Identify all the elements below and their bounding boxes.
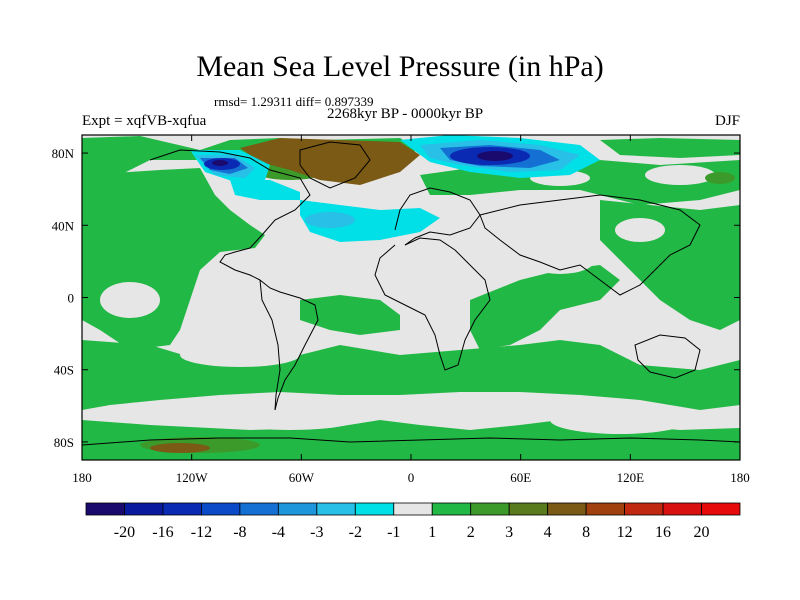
coastlines <box>82 141 740 446</box>
pressure-field <box>82 135 740 460</box>
season-label: DJF <box>714 113 740 129</box>
colorbar-swatch <box>354 502 395 516</box>
colorbar-swatch <box>277 502 318 516</box>
colorbar-swatch <box>239 502 279 516</box>
lat-tick-label: 80S <box>54 435 74 450</box>
lon-tick-label: 120W <box>176 470 209 485</box>
lon-tick-label: 180 <box>730 470 750 485</box>
colorbar-label: 1 <box>428 524 436 541</box>
colorbar-label: -4 <box>272 524 285 541</box>
colorbar-swatch <box>585 502 625 516</box>
colorbar-swatch <box>124 502 164 516</box>
lon-tick-label: 180 <box>72 470 92 485</box>
colorbar-swatch <box>508 502 549 516</box>
colorbar-label: -20 <box>114 524 135 541</box>
colorbar-swatch <box>201 502 241 516</box>
colorbar-label: 2 <box>467 524 475 541</box>
lon-tick-label: 120E <box>617 470 645 485</box>
colorbar-swatch <box>431 502 472 516</box>
lat-tick-label: 40S <box>54 363 74 378</box>
period-text: 2268kyr BP - 0000kyr BP <box>326 106 484 122</box>
lon-tick-label: 60E <box>510 470 531 485</box>
colorbar-swatch <box>470 502 510 516</box>
colorbar-swatch <box>85 502 125 516</box>
neutral-patches <box>100 165 715 434</box>
colorbar-swatch <box>624 502 664 516</box>
map-axes: 180 120W 60W 0 60E 120E 180 80N 40N 0 40S 80S <box>52 135 750 485</box>
colorbar-swatch <box>393 502 433 516</box>
colorbar-label: 4 <box>544 524 552 541</box>
colorbar-label: -1 <box>387 524 400 541</box>
colorbar-label: -3 <box>310 524 323 541</box>
colorbar-swatch <box>701 502 741 516</box>
colorbar: -20 -16 -12 -8 -4 -3 -2 -1 1 2 3 4 8 12 16 20 <box>85 502 741 541</box>
lat-tick-label: 0 <box>68 291 75 306</box>
colorbar-label: -8 <box>233 524 246 541</box>
colorbar-swatch <box>662 502 702 516</box>
colorbar-label: 8 <box>582 524 590 541</box>
colorbar-label: -16 <box>152 524 173 541</box>
colorbar-label: 16 <box>655 524 671 541</box>
colorbar-label: 12 <box>617 524 633 541</box>
lat-tick-label: 80N <box>52 146 75 161</box>
lon-tick-label: 0 <box>408 470 415 485</box>
lat-tick-label: 40N <box>52 218 75 233</box>
colorbar-swatch <box>316 502 356 516</box>
experiment-label: Expt = xqfVB-xqfua <box>82 113 207 129</box>
stats-text: rmsd= 1.29311 diff= 0.897339 <box>214 94 374 109</box>
colorbar-label: 3 <box>505 524 513 541</box>
colorbar-label: 20 <box>694 524 710 541</box>
colorbar-label: -12 <box>191 524 212 541</box>
positive-anomaly-4-8 <box>150 138 420 453</box>
colorbar-swatch <box>547 502 587 516</box>
map-title: Mean Sea Level Pressure (in hPa) <box>196 50 604 83</box>
lon-tick-label: 60W <box>289 470 315 485</box>
colorbar-swatch <box>162 502 202 516</box>
negative-anomaly-extreme <box>212 151 513 166</box>
colorbar-label: -2 <box>349 524 362 541</box>
